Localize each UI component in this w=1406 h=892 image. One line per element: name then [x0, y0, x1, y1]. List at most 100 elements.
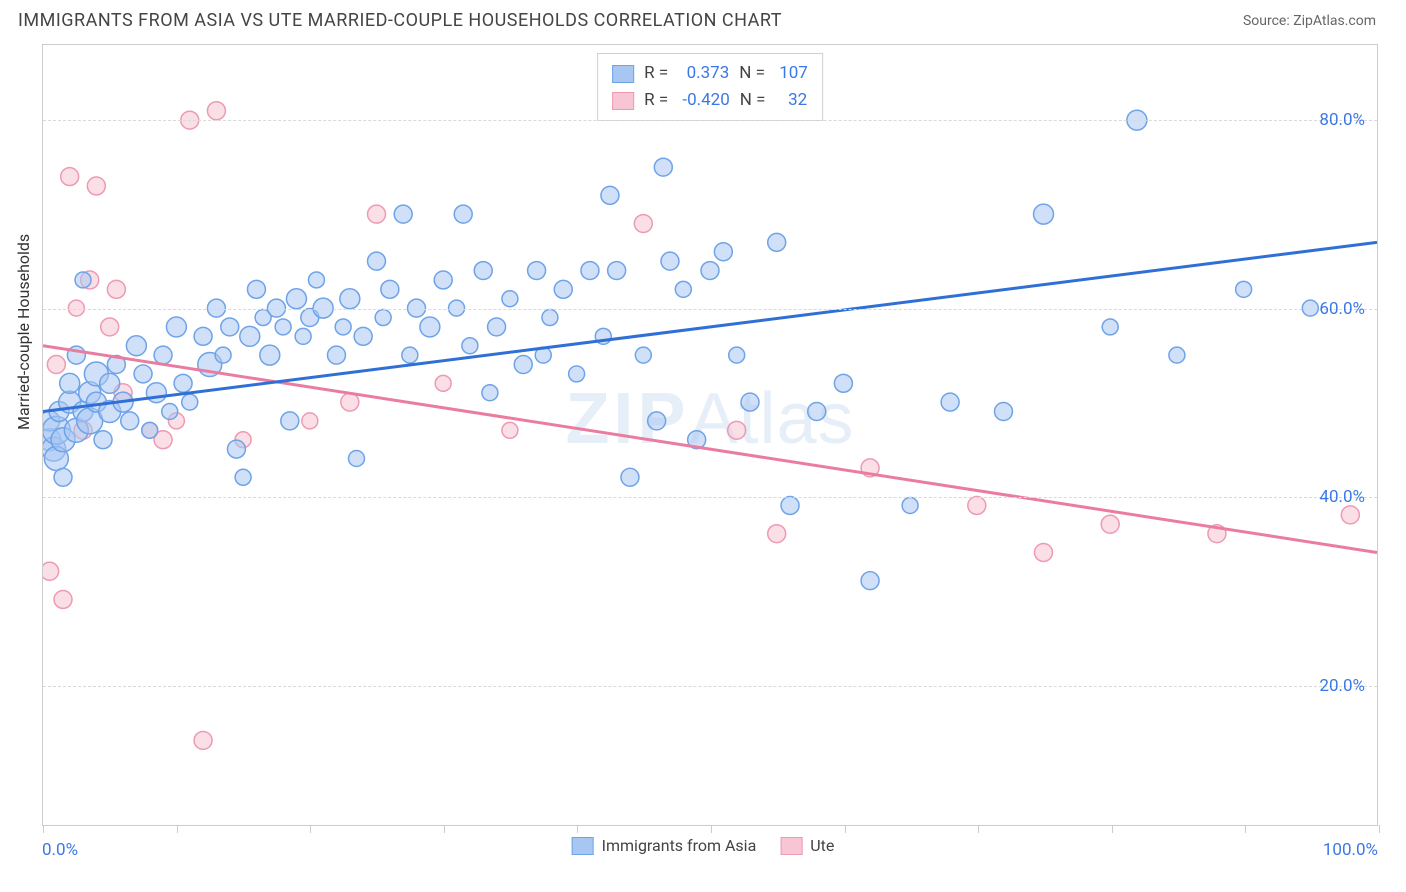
legend-swatch	[612, 92, 634, 110]
chart-title: IMMIGRANTS FROM ASIA VS UTE MARRIED-COUP…	[18, 10, 782, 31]
point-asia	[608, 262, 626, 280]
point-asia	[701, 262, 719, 280]
point-asia	[434, 271, 452, 289]
point-asia	[198, 353, 222, 377]
point-asia	[327, 346, 345, 364]
point-asia	[528, 262, 546, 280]
point-asia	[688, 431, 706, 449]
point-asia	[420, 317, 440, 337]
point-asia	[349, 451, 365, 467]
point-asia	[514, 356, 532, 374]
point-asia	[621, 468, 639, 486]
point-asia	[100, 373, 120, 393]
point-asia	[308, 272, 324, 288]
legend-r-label: R =	[644, 87, 668, 114]
point-asia	[43, 429, 61, 451]
point-asia	[474, 262, 492, 280]
legend-row: R = -0.420 N = 32	[612, 87, 808, 114]
point-asia	[67, 346, 85, 364]
point-asia	[215, 347, 231, 363]
point-ute	[968, 497, 986, 515]
x-tick	[577, 825, 578, 833]
point-asia	[260, 345, 280, 365]
point-asia	[1169, 347, 1185, 363]
point-asia	[1102, 319, 1118, 335]
point-asia	[94, 431, 112, 449]
point-ute	[1208, 525, 1226, 543]
point-asia	[240, 326, 260, 346]
y-axis-label: Married-couple Households	[14, 234, 33, 430]
point-asia	[462, 338, 478, 354]
gridline-h	[43, 120, 1377, 121]
point-asia	[861, 572, 879, 590]
point-ute	[81, 271, 99, 289]
point-asia	[729, 347, 745, 363]
watermark: ZIPAtlas	[565, 378, 854, 460]
legend-n-value: 107	[775, 60, 808, 87]
point-asia	[43, 416, 70, 444]
trendline-ute	[43, 346, 1377, 553]
point-asia	[601, 186, 619, 204]
x-tick	[43, 825, 44, 833]
point-asia	[146, 383, 166, 403]
point-ute	[768, 525, 786, 543]
point-ute	[302, 413, 318, 429]
point-asia	[714, 243, 732, 261]
series-legend: Immigrants from Asia Ute	[572, 836, 835, 855]
point-asia	[482, 385, 498, 401]
x-tick	[711, 825, 712, 833]
source-label: Source: ZipAtlas.com	[1243, 13, 1376, 29]
point-asia	[301, 309, 319, 327]
x-tick-max: 100.0%	[1323, 840, 1378, 860]
point-asia	[502, 291, 518, 307]
x-tick	[310, 825, 311, 833]
point-asia	[59, 391, 81, 413]
point-asia	[84, 362, 108, 386]
point-asia	[281, 412, 299, 430]
point-ute	[43, 562, 59, 580]
point-asia	[542, 310, 558, 326]
legend-item: Ute	[780, 836, 834, 855]
point-asia	[394, 205, 412, 223]
point-asia	[381, 280, 399, 298]
point-asia	[741, 393, 759, 411]
point-asia	[834, 374, 852, 392]
point-asia	[182, 394, 198, 410]
correlation-legend: R = 0.373 N = 107 R = -0.420 N = 32	[597, 53, 823, 121]
point-ute	[1341, 506, 1359, 524]
point-asia	[941, 393, 959, 411]
point-asia	[675, 281, 691, 297]
legend-n-label: N =	[740, 87, 766, 114]
point-asia	[75, 272, 91, 288]
point-ute	[1101, 515, 1119, 533]
y-tick-label: 40.0%	[1319, 487, 1365, 507]
legend-swatch	[612, 65, 634, 83]
x-tick	[177, 825, 178, 833]
point-asia	[654, 158, 672, 176]
point-asia	[768, 233, 786, 251]
point-asia	[43, 411, 60, 431]
point-ute	[861, 459, 879, 477]
x-tick	[1379, 825, 1380, 833]
y-tick-label: 60.0%	[1319, 299, 1365, 319]
point-ute	[194, 731, 212, 749]
point-asia	[43, 437, 66, 461]
point-ute	[101, 318, 119, 336]
legend-label: Immigrants from Asia	[602, 836, 757, 855]
point-ute	[1035, 543, 1053, 561]
point-ute	[168, 413, 184, 429]
point-asia	[635, 347, 651, 363]
point-asia	[221, 318, 239, 336]
point-asia	[51, 428, 75, 452]
legend-label: Ute	[810, 836, 834, 855]
point-asia	[554, 280, 572, 298]
point-asia	[79, 382, 101, 404]
point-asia	[781, 497, 799, 515]
point-ute	[435, 375, 451, 391]
point-asia	[44, 447, 68, 471]
point-ute	[54, 590, 72, 608]
point-asia	[77, 408, 103, 434]
point-asia	[166, 317, 186, 337]
point-asia	[174, 374, 192, 392]
point-asia	[255, 310, 271, 326]
